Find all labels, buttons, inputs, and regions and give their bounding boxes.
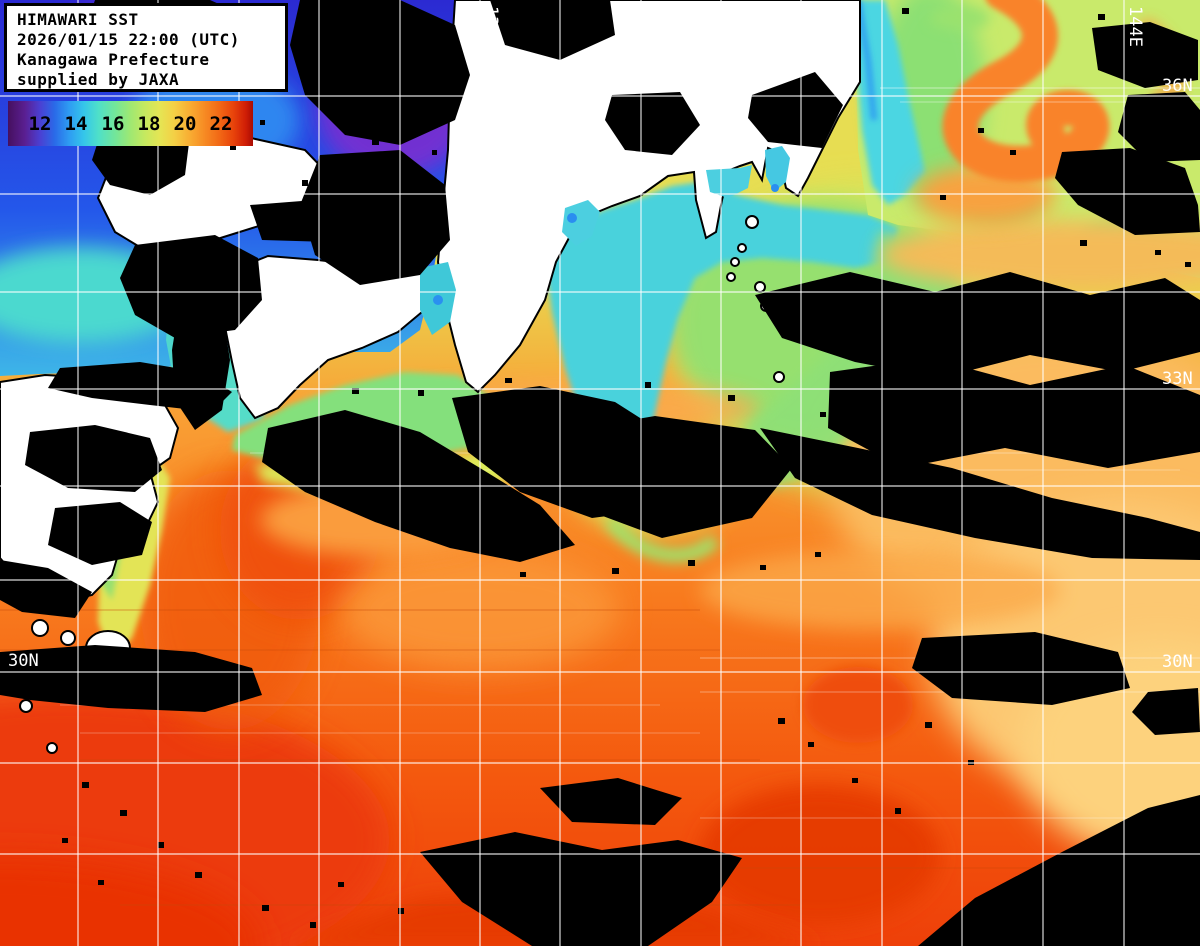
grid-lines-horizontal <box>0 95 1200 855</box>
title-line-region: Kanagawa Prefecture <box>17 50 210 69</box>
lat-label-30n-left: 30N <box>8 651 39 671</box>
colorbar: 12 14 16 18 20 22 <box>8 101 253 146</box>
lat-label-33n-right: 33N <box>1162 369 1193 389</box>
lon-label-144e: 144E <box>1125 6 1145 47</box>
colorbar-tick-12: 12 <box>28 113 52 135</box>
colorbar-tick-22: 22 <box>209 113 233 135</box>
grid-lines-vertical <box>77 0 1125 946</box>
title-line-product: HIMAWARI SST <box>17 10 139 29</box>
colorbar-tick-16: 16 <box>101 113 125 135</box>
lat-label-30n-right: 30N <box>1162 652 1193 672</box>
colorbar-tick-18: 18 <box>137 113 161 135</box>
title-line-datetime: 2026/01/15 22:00 (UTC) <box>17 30 240 49</box>
cloud-speckles <box>62 8 1191 928</box>
colorbar-tick-20: 20 <box>173 113 197 135</box>
lon-label-136e: 136E <box>481 6 501 47</box>
colorbar-tick-14: 14 <box>64 113 88 135</box>
title-box: HIMAWARI SST 2026/01/15 22:00 (UTC) Kana… <box>4 3 288 92</box>
lat-label-36n-right: 36N <box>1162 76 1193 96</box>
title-line-credit: supplied by JAXA <box>17 70 180 89</box>
